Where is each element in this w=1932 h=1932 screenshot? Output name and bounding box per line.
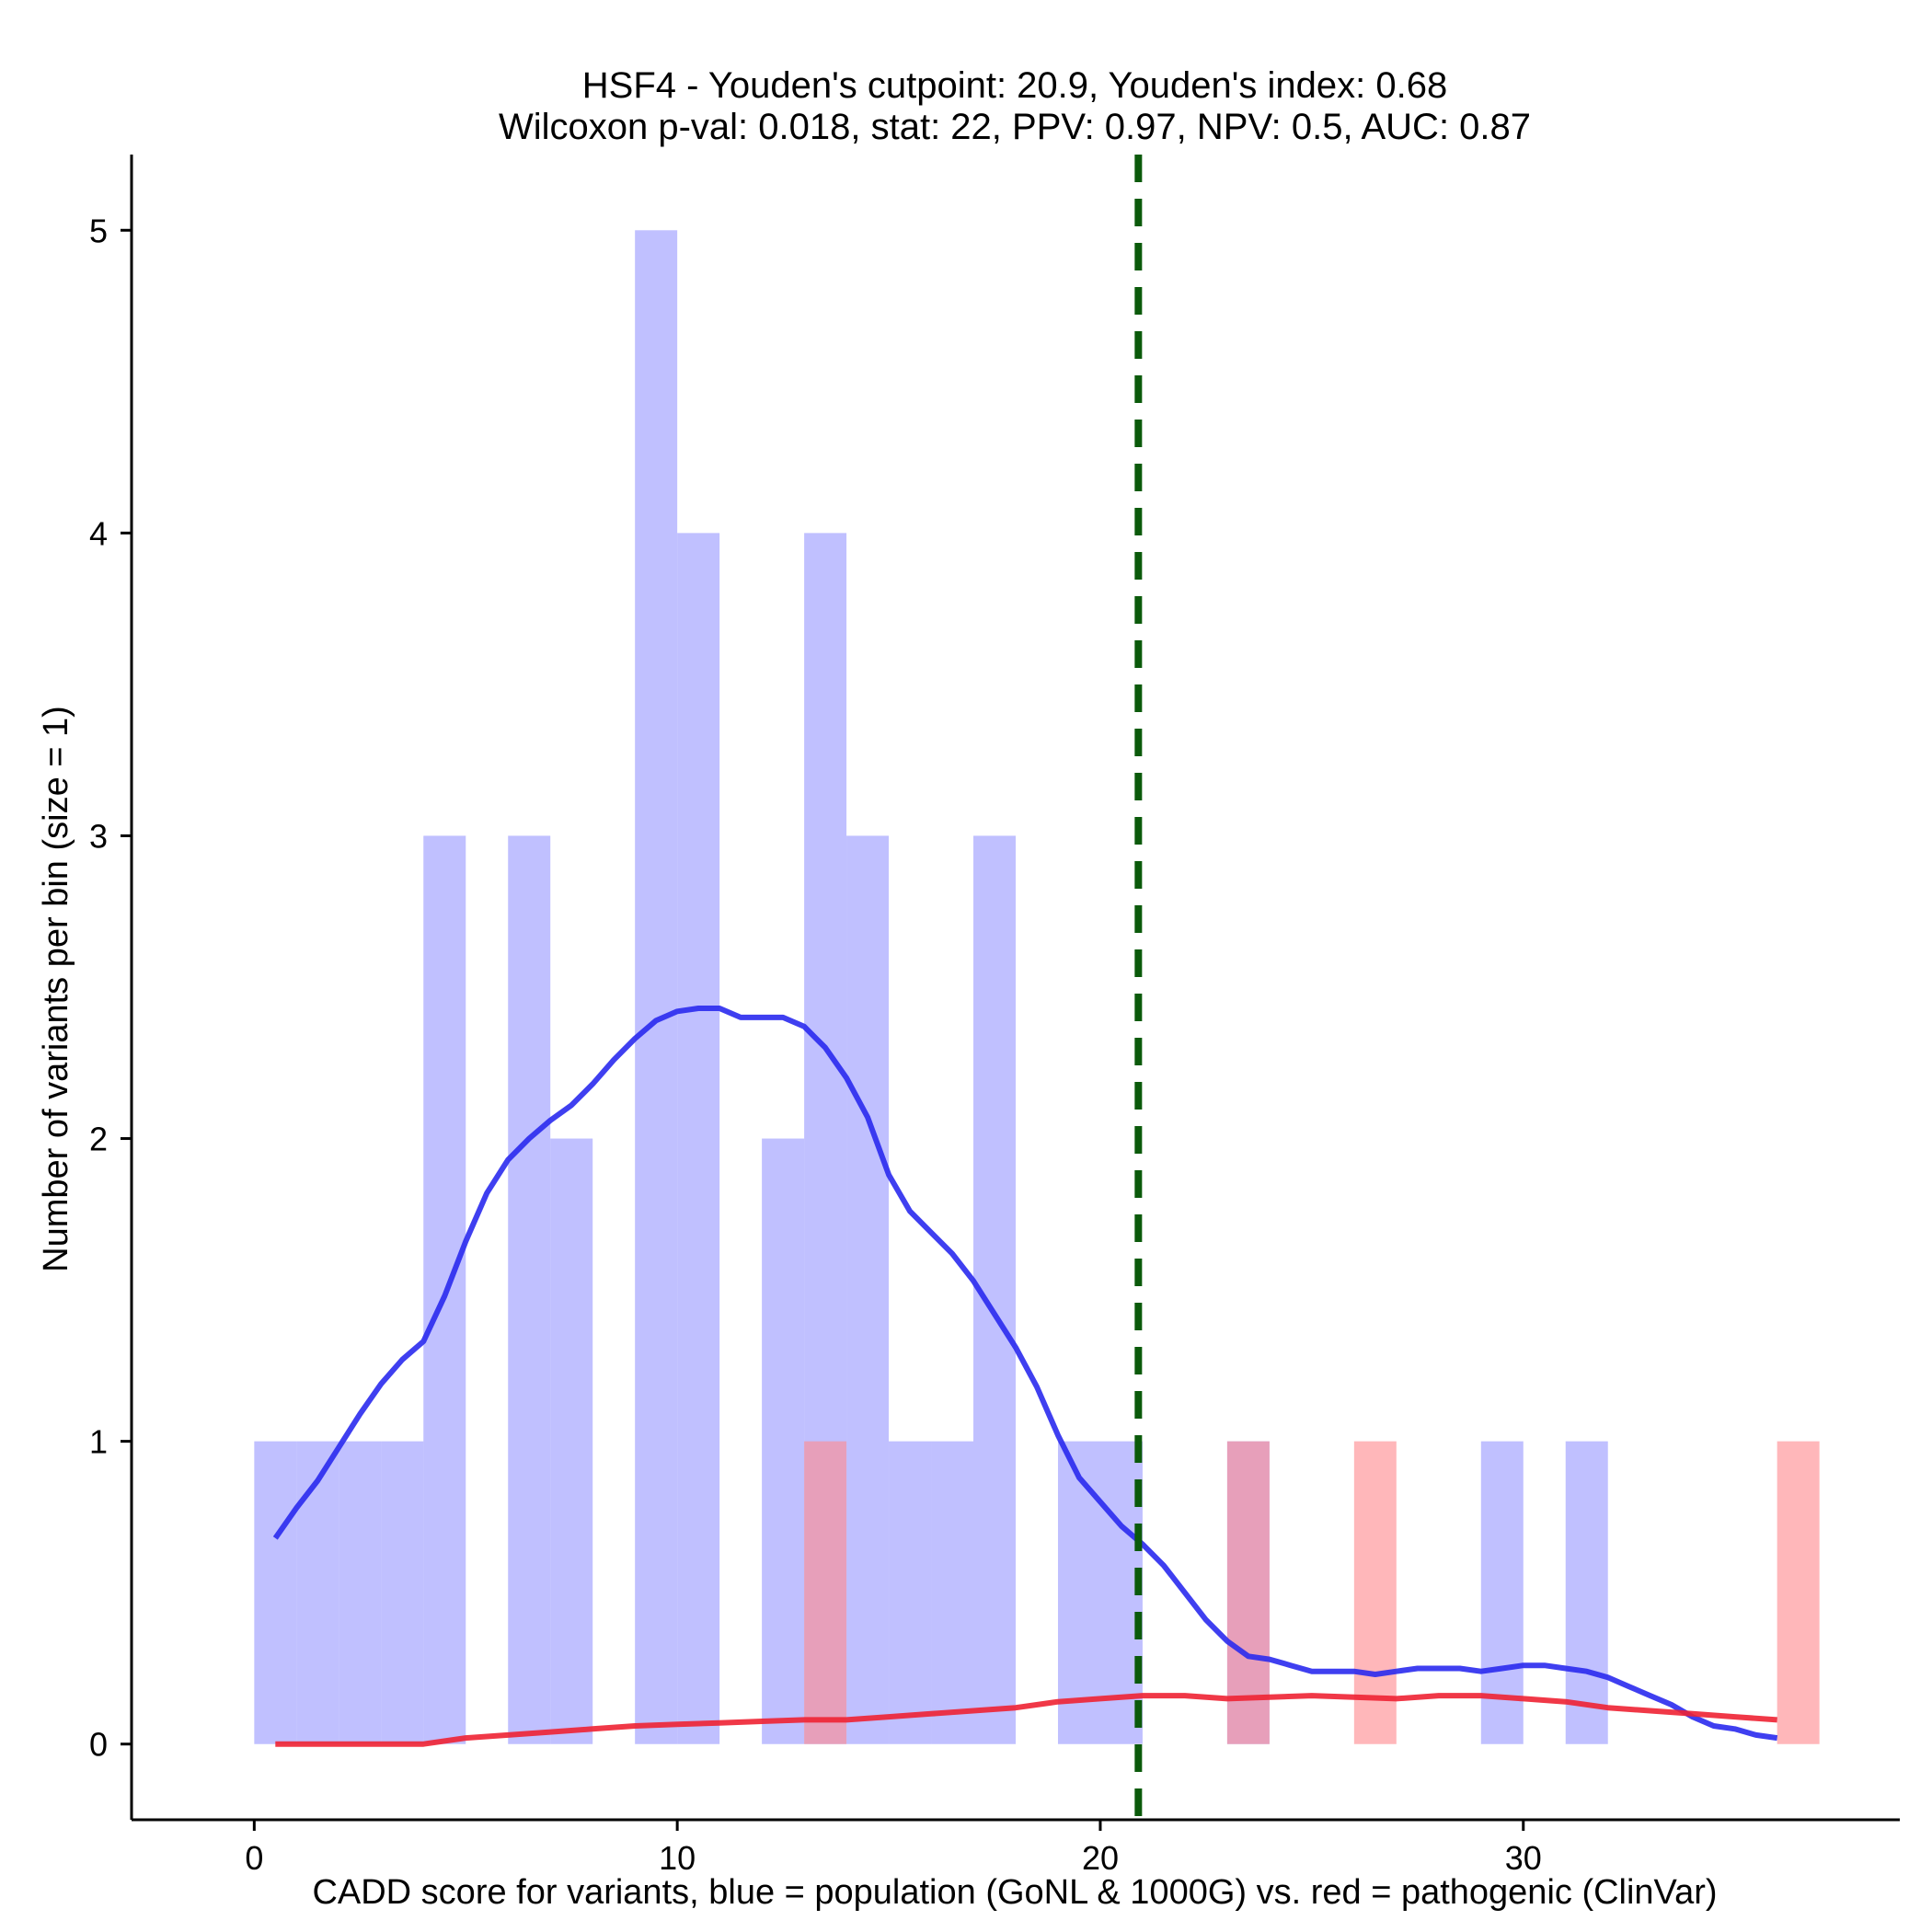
pathogenic-bar-13 — [804, 1441, 847, 1744]
pathogenic-bar-26 — [1353, 1441, 1397, 1744]
pathogenic-bar-36 — [1777, 1441, 1820, 1744]
population-bar-15 — [889, 1441, 932, 1744]
x-axis-label: CADD score for variants, blue = populati… — [312, 1873, 1717, 1912]
population-bars — [254, 230, 1608, 1744]
x-tick-label-20: 20 — [1082, 1839, 1119, 1877]
y-tick-label-2: 2 — [89, 1121, 108, 1158]
y-tick-label-1: 1 — [89, 1423, 108, 1461]
population-density-line — [272, 1006, 1778, 1742]
pathogenic-bar-23 — [1226, 1441, 1270, 1744]
population-bar-6 — [508, 835, 551, 1744]
y-axis-label: Number of variants per bin (size = 1) — [37, 706, 75, 1272]
population-bar-0 — [254, 1441, 297, 1744]
y-tick-label-3: 3 — [89, 817, 108, 855]
population-bar-3 — [381, 1441, 424, 1744]
population-bar-12 — [762, 1138, 805, 1744]
population-bar-31 — [1565, 1441, 1608, 1744]
x-tick-label-0: 0 — [245, 1839, 263, 1877]
chart-title-line-2: Wilcoxon p-val: 0.018, stat: 22, PPV: 0.… — [499, 107, 1531, 147]
pathogenic-density-line — [275, 1693, 1777, 1747]
pathogenic-bars — [804, 1441, 1820, 1744]
population-bar-7 — [550, 1138, 593, 1744]
y-tick-label-4: 4 — [89, 514, 108, 552]
y-ticks: 0 1 2 3 4 5 — [89, 212, 132, 1764]
population-bar-2 — [339, 1441, 382, 1744]
population-bar-10 — [677, 533, 720, 1744]
chart-title-line-1: HSF4 - Youden's cutpoint: 20.9, Youden's… — [582, 65, 1447, 106]
y-tick-label-0: 0 — [89, 1726, 108, 1764]
density-lines — [272, 1006, 1778, 1747]
population-bar-14 — [846, 835, 890, 1744]
population-bar-16 — [931, 1441, 974, 1744]
x-tick-label-30: 30 — [1505, 1839, 1542, 1877]
y-tick-label-5: 5 — [89, 212, 108, 249]
axes — [130, 155, 1900, 1822]
x-tick-label-10: 10 — [659, 1839, 696, 1877]
population-bar-1 — [296, 1441, 339, 1744]
x-ticks: 0 10 20 30 — [245, 1820, 1542, 1877]
population-bar-9 — [635, 230, 678, 1744]
